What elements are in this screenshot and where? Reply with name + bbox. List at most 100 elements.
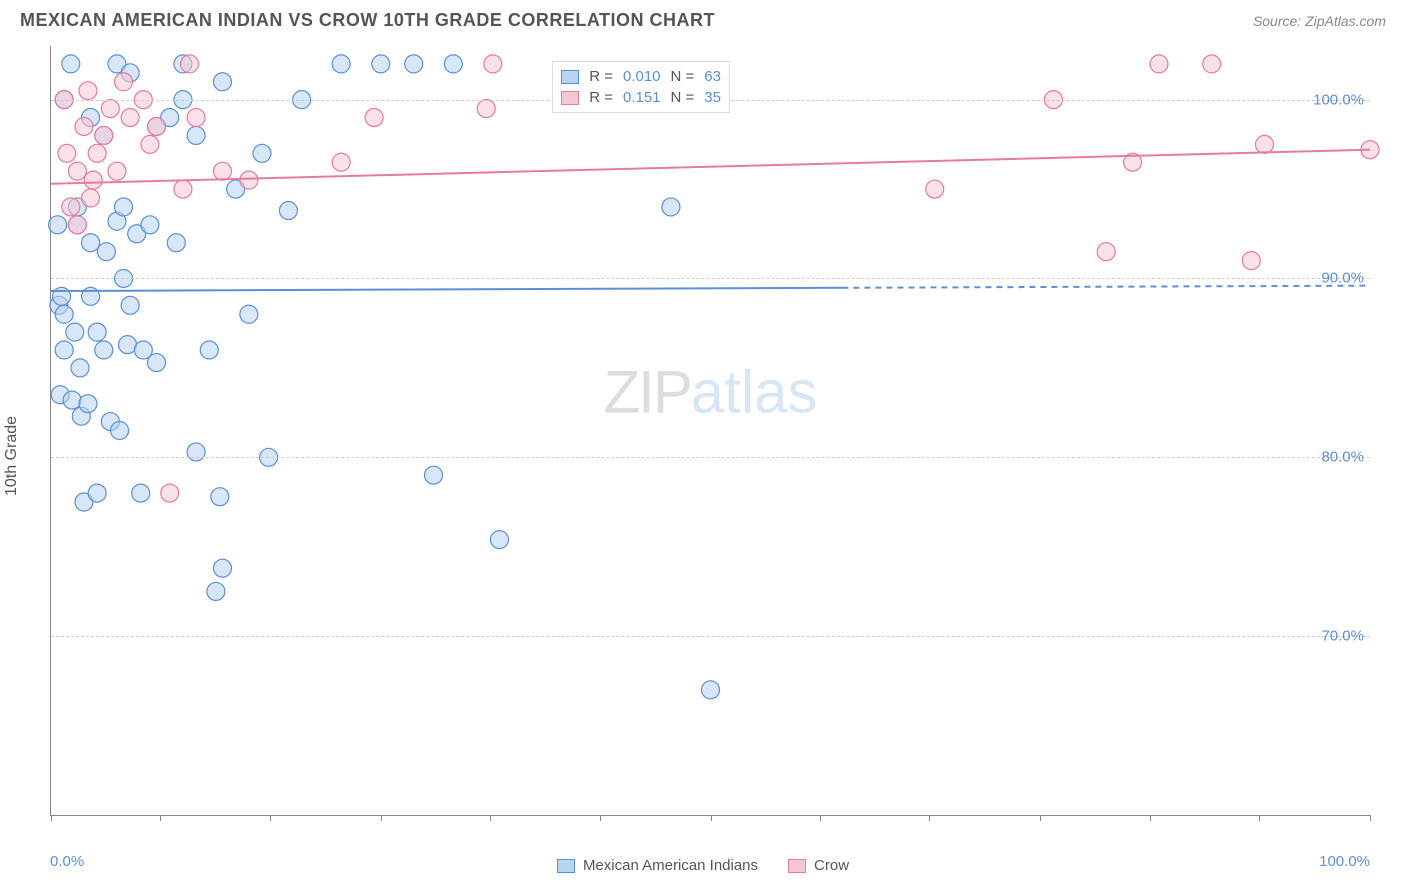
data-point (108, 162, 126, 180)
data-point (405, 55, 423, 73)
data-point (141, 216, 159, 234)
data-point (115, 73, 133, 91)
data-point (365, 109, 383, 127)
y-tick-label: 100.0% (1313, 91, 1364, 108)
data-point (332, 153, 350, 171)
x-tick (51, 815, 52, 821)
gridline (51, 457, 1370, 458)
legend-stats-row: R =0.151N =35 (561, 87, 721, 108)
legend-r-label: R = (589, 89, 613, 106)
data-point (702, 681, 720, 699)
data-point (58, 144, 76, 162)
data-point (68, 162, 86, 180)
data-point (55, 341, 73, 359)
x-tick (160, 815, 161, 821)
data-point (425, 466, 443, 484)
legend-n-label: N = (671, 68, 695, 85)
data-point (477, 100, 495, 118)
data-point (484, 55, 502, 73)
data-point (187, 109, 205, 127)
x-tick (381, 815, 382, 821)
data-point (79, 395, 97, 413)
x-tick (1259, 815, 1260, 821)
data-point (372, 55, 390, 73)
data-point (213, 559, 231, 577)
data-point (62, 55, 80, 73)
legend-r-value: 0.010 (623, 68, 661, 85)
data-point (167, 234, 185, 252)
data-point (207, 582, 225, 600)
data-point (161, 484, 179, 502)
data-point (279, 202, 297, 220)
legend-stats-row: R = 0.010 N = 63 (561, 66, 721, 87)
data-point (240, 305, 258, 323)
data-point (75, 117, 93, 135)
x-tick-label-min: 0.0% (50, 853, 84, 870)
data-point (148, 354, 166, 372)
chart-container: 10th Grade ZIPatlas 70.0%80.0%90.0%100.0… (0, 36, 1406, 876)
legend-r-label: R = (589, 68, 613, 85)
data-point (88, 144, 106, 162)
legend-item: Mexican American Indians (557, 857, 758, 874)
data-point (84, 171, 102, 189)
legend-swatch (561, 91, 579, 105)
data-point (174, 180, 192, 198)
data-point (88, 484, 106, 502)
legend-item: Crow (788, 857, 849, 874)
data-point (213, 73, 231, 91)
data-point (926, 180, 944, 198)
data-point (88, 323, 106, 341)
data-point (1242, 252, 1260, 270)
data-point (148, 117, 166, 135)
legend-n-label: N = (671, 89, 695, 106)
data-point (200, 341, 218, 359)
data-point (49, 216, 67, 234)
source-label: Source: ZipAtlas.com (1253, 13, 1386, 29)
legend-label: Mexican American Indians (583, 857, 758, 874)
trend-line (51, 150, 1370, 184)
legend-label: Crow (814, 857, 849, 874)
data-point (187, 126, 205, 144)
x-tick (270, 815, 271, 821)
data-point (180, 55, 198, 73)
data-point (82, 234, 100, 252)
data-point (68, 216, 86, 234)
data-point (1203, 55, 1221, 73)
x-tick (490, 815, 491, 821)
x-tick (600, 815, 601, 821)
data-point (63, 391, 81, 409)
data-point (132, 484, 150, 502)
data-point (141, 135, 159, 153)
y-axis-label: 10th Grade (3, 416, 21, 496)
legend-swatch (561, 70, 579, 84)
data-point (97, 243, 115, 261)
trend-line (51, 288, 842, 291)
chart-title: MEXICAN AMERICAN INDIAN VS CROW 10TH GRA… (20, 10, 715, 31)
data-point (79, 82, 97, 100)
data-point (121, 109, 139, 127)
x-tick (1150, 815, 1151, 821)
data-point (101, 100, 119, 118)
data-point (1097, 243, 1115, 261)
data-point (240, 171, 258, 189)
legend-n-value: 35 (704, 89, 721, 106)
x-tick (1040, 815, 1041, 821)
data-point (66, 323, 84, 341)
data-point (121, 296, 139, 314)
data-point (62, 198, 80, 216)
data-point (662, 198, 680, 216)
data-point (1150, 55, 1168, 73)
data-point (444, 55, 462, 73)
x-tick (929, 815, 930, 821)
data-point (71, 359, 89, 377)
gridline (51, 278, 1370, 279)
x-tick (1370, 815, 1371, 821)
legend-stats: R =0.010N =63R =0.151N =35 (552, 61, 730, 113)
gridline (51, 636, 1370, 637)
data-point (111, 422, 129, 440)
data-point (211, 488, 229, 506)
data-point (95, 341, 113, 359)
plot-area: ZIPatlas 70.0%80.0%90.0%100.0%R =0.010N … (50, 46, 1370, 816)
legend-n-value: 63 (704, 68, 721, 85)
data-point (253, 144, 271, 162)
